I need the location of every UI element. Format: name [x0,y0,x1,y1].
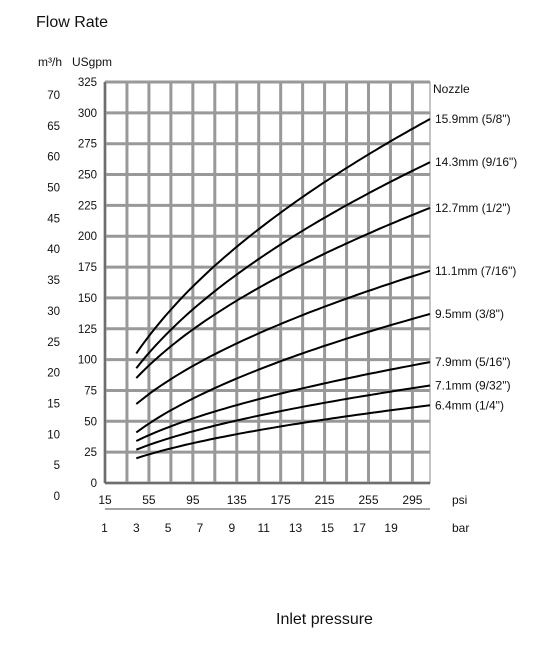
nozzle-curve [135,206,431,379]
m3h-tick-label: 25 [47,337,60,349]
usgpm-tick-label: 300 [78,108,97,120]
usgpm-tick-label: 175 [78,262,97,274]
bar-tick-label: 7 [197,521,204,535]
nozzle-curve [135,384,431,451]
bar-tick-labels: 1 3 5 7 9 11 13 15 17 19 [101,521,398,535]
m3h-tick-label: 65 [47,121,60,133]
usgpm-tick-label: 225 [78,200,97,212]
bar-tick-label: 19 [384,521,398,535]
psi-tick-label: 55 [142,493,156,507]
bar-tick-label: 11 [257,521,270,535]
m3h-tick-label: 60 [47,152,60,164]
usgpm-tick-label: 125 [78,324,97,336]
usgpm-tick-label: 325 [78,77,97,89]
bar-tick-label: 9 [229,521,236,535]
nozzle-curve [135,118,431,354]
psi-tick-label: 95 [186,493,200,507]
m3h-tick-label: 5 [54,460,60,472]
bar-tick-label: 17 [353,521,367,535]
usgpm-tick-label: 200 [78,231,97,243]
nozzle-curve [135,269,431,405]
psi-tick-label: 15 [98,493,112,507]
psi-tick-labels: 15 55 95 135 175 215 255 295 [98,493,422,507]
nozzle-label: 7.1mm (9/32") [435,379,511,393]
m3h-tick-label: 70 [47,90,60,102]
y-axis-metric-unit: m³/h [38,55,62,69]
nozzle-labels: 15.9mm (5/8") 14.3mm (9/16") 12.7mm (1/2")… [435,112,517,412]
m3h-tick-label: 0 [54,491,60,503]
nozzle-curves [135,118,431,460]
usgpm-tick-label: 150 [78,293,97,305]
m3h-tick-label: 50 [47,183,60,195]
psi-tick-label: 215 [315,493,335,507]
nozzle-curve [135,161,431,369]
bar-tick-label: 15 [321,521,335,535]
m3h-tick-label: 20 [47,368,60,380]
usgpm-tick-label: 275 [78,139,97,151]
bar-tick-label: 5 [165,521,172,535]
nozzle-label: 15.9mm (5/8") [435,112,511,126]
usgpm-tick-label: 0 [91,478,97,490]
bar-tick-label: 3 [133,521,140,535]
nozzle-label: 7.9mm (5/16") [435,355,511,369]
psi-tick-label: 295 [402,493,422,507]
m3h-tick-labels: 0 5 10 15 20 25 30 35 40 45 50 60 65 70 [47,90,60,503]
psi-tick-label: 175 [271,493,291,507]
usgpm-tick-labels: 0 25 50 75 100 125 150 175 200 225 250 275 300 325 [78,77,97,490]
bar-unit-label: bar [452,521,469,535]
m3h-tick-label: 15 [47,398,60,410]
nozzle-label: 9.5mm (3/8") [435,307,504,321]
psi-tick-label: 255 [358,493,378,507]
m3h-tick-label: 40 [47,244,60,256]
m3h-tick-label: 30 [47,306,60,318]
m3h-tick-label: 35 [47,275,60,287]
nozzle-label: 6.4mm (1/4") [435,398,504,412]
nozzle-label: 12.7mm (1/2") [435,201,511,215]
legend-title: Nozzle [433,82,470,96]
nozzle-curve [135,404,431,460]
bar-tick-label: 1 [101,521,108,535]
chart-title: Flow Rate [36,14,108,31]
y-axis-us-unit: USgpm [72,55,112,69]
usgpm-tick-label: 75 [84,385,97,397]
m3h-tick-label: 10 [47,429,60,441]
nozzle-label: 11.1mm (7/16") [435,264,516,278]
psi-unit-label: psi [452,493,467,507]
usgpm-tick-label: 250 [78,170,97,182]
x-axis-label: Inlet pressure [276,611,373,628]
m3h-tick-label: 45 [47,213,60,225]
usgpm-tick-label: 25 [84,447,97,459]
usgpm-tick-label: 100 [78,355,97,367]
usgpm-tick-label: 50 [84,416,97,428]
nozzle-curve [135,313,431,434]
nozzle-label: 14.3mm (9/16") [435,155,517,169]
psi-tick-label: 135 [227,493,247,507]
bar-tick-label: 13 [289,521,303,535]
nozzle-curve [135,361,431,442]
